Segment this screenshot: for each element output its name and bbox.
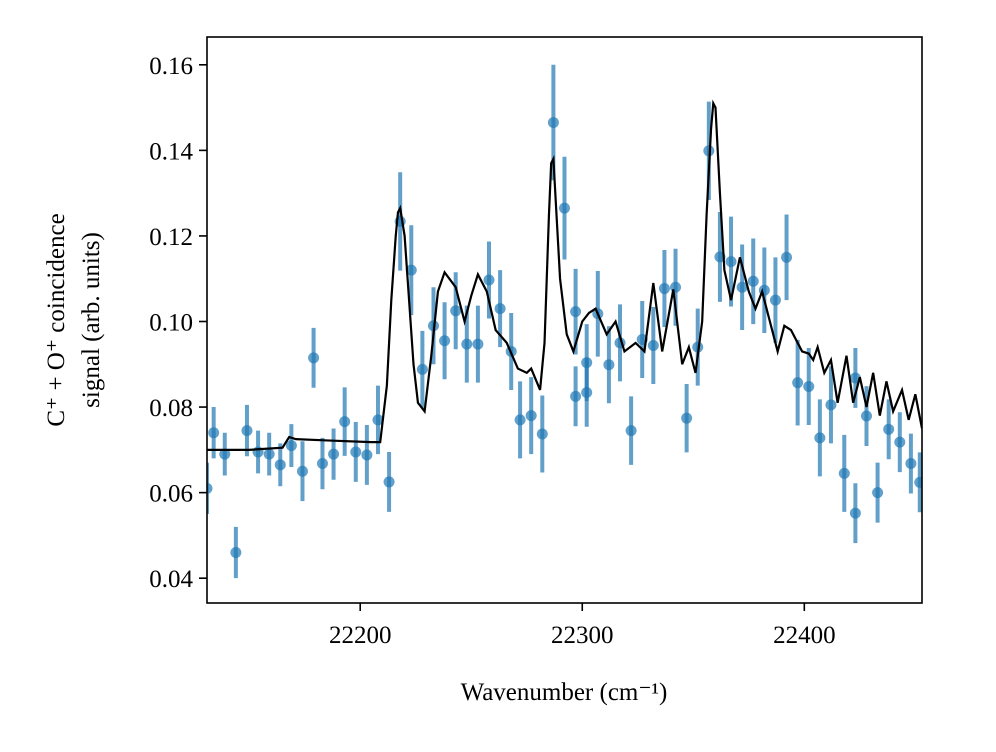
data-point [525,410,537,422]
data-point [285,440,297,452]
y-axis-label: C⁺ + O⁺ coincidence [43,213,70,426]
data-point [872,487,884,499]
model-line [207,99,922,451]
data-point [461,338,473,350]
data-point [681,412,693,424]
data-point [483,274,495,286]
data-point [838,467,850,479]
x-axis-label: Wavenumber (cm⁻¹) [461,679,668,706]
data-point [361,449,373,461]
x-tick-label: 22200 [329,622,392,649]
data-point [208,427,220,439]
data-point [372,414,384,426]
data-point [316,458,328,470]
data-point [350,446,362,458]
data-point [219,448,231,460]
data-point [658,283,670,295]
data-point [559,202,570,214]
data-point [581,357,593,369]
data-point [814,432,826,444]
data-point [747,275,759,287]
data-point [263,448,275,460]
x-tick-label: 22300 [551,622,614,649]
data-point [339,416,351,428]
data-point [849,507,861,519]
data-point [439,335,451,347]
data-point [547,117,559,129]
data-point [274,459,286,471]
data-point [792,377,804,389]
data-point [536,428,548,440]
data-point [405,264,417,276]
data-point [207,482,213,494]
plot-area [207,64,922,579]
data-point [769,294,781,306]
data-point [241,425,253,437]
data-point [625,425,637,437]
y-tick-label: 0.14 [149,138,193,165]
y-tick-label: 0.04 [149,566,193,593]
data-point [803,381,815,393]
y-axis-label: signal (arb. units) [78,232,105,408]
data-point [894,436,906,448]
data-point [603,359,615,371]
data-point [308,352,320,364]
data-point [736,281,748,293]
data-point [296,465,308,477]
data-point [383,476,395,488]
data-point [781,251,793,263]
data-point [860,410,872,422]
data-point [514,414,526,426]
y-tick-label: 0.10 [149,309,193,336]
data-point [825,399,837,411]
y-tick-label: 0.16 [149,53,193,80]
data-point [472,338,484,350]
data-point [450,305,462,317]
data-point [328,448,340,460]
data-point [883,423,895,435]
data-point [692,341,704,353]
data-point [570,390,582,402]
data-point [494,303,506,315]
data-point [570,306,582,318]
data-point [230,547,242,559]
data-point [647,339,659,351]
data-point [416,363,428,375]
y-tick-label: 0.08 [149,395,193,422]
data-point [670,281,682,293]
data-point [725,256,737,268]
axes-frame [206,36,923,604]
y-tick-label: 0.06 [149,481,193,508]
data-point [905,458,917,470]
y-tick-label: 0.12 [149,224,193,251]
x-tick-label: 22400 [773,622,836,649]
data-point [914,476,922,488]
